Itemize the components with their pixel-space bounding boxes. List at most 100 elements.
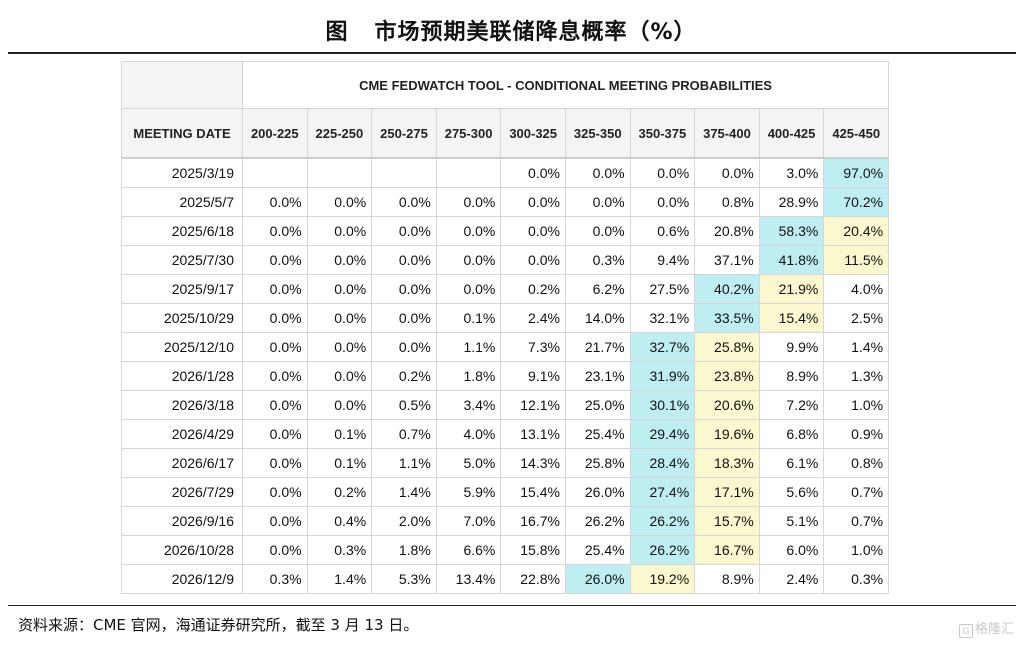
probability-cell: 0.0%: [371, 303, 437, 333]
watermark: G 格隆汇: [958, 618, 1014, 638]
probability-cell: 0.0%: [242, 390, 308, 420]
table-row: 2026/12/9 0.3% 1.4% 5.3% 13.4% 22.8% 26.0% 19.2…: [121, 564, 890, 594]
meeting-date-cell: 2026/3/18: [121, 390, 243, 420]
probability-cell: [242, 157, 308, 188]
probability-cell: 8.9%: [694, 564, 760, 594]
table-header: CME FEDWATCH TOOL - CONDITIONAL MEETING …: [241, 61, 890, 109]
table-row: 2026/4/29 0.0% 0.1% 0.7% 4.0% 13.1% 25.4% 29.4%…: [121, 419, 890, 449]
probability-cell: 32.1%: [629, 303, 696, 333]
probability-cell: 0.0%: [242, 216, 308, 246]
source-footnote: 资料来源：CME 官网，海通证券研究所，截至 3 月 13 日。: [18, 616, 419, 634]
table-row: 2025/12/10 0.0% 0.0% 0.0% 1.1% 7.3% 21.7% 32.7%…: [121, 332, 890, 362]
probability-cell: 1.0%: [823, 535, 890, 565]
probability-cell: 25.4%: [564, 535, 631, 565]
probability-cell: 7.0%: [435, 506, 502, 536]
probability-cell: 0.5%: [371, 390, 437, 420]
probability-cell: 16.7%: [694, 535, 760, 565]
probability-cell: 6.8%: [758, 419, 825, 449]
meeting-date-cell: 2025/7/30: [121, 245, 243, 275]
probability-cell: 1.0%: [823, 390, 890, 420]
meeting-date-cell: 2026/4/29: [121, 419, 243, 449]
probability-cell: 0.0%: [242, 506, 308, 536]
probability-cell: 0.8%: [694, 187, 760, 217]
probability-cell: 8.9%: [758, 361, 825, 391]
probability-cell: 0.2%: [306, 477, 373, 507]
table-row: 2025/5/7 0.0% 0.0% 0.0% 0.0% 0.0% 0.0% 0.0% 0.8%…: [121, 187, 890, 217]
probability-cell: 1.8%: [435, 361, 502, 391]
probability-cell: 1.1%: [435, 332, 502, 362]
probability-cell: 0.0%: [242, 448, 308, 478]
table-row: 2026/1/28 0.0% 0.0% 0.2% 1.8% 9.1% 23.1% 31.9% 2…: [121, 361, 890, 391]
probability-cell: 25.0%: [564, 390, 631, 420]
table-row: 2026/10/28 0.0% 0.3% 1.8% 6.6% 15.8% 25.4% 26.2…: [121, 535, 890, 565]
probability-cell: 97.0%: [823, 157, 890, 188]
probability-cell: 0.7%: [823, 506, 890, 536]
probability-cell: 30.1%: [629, 390, 696, 420]
probability-cell: 0.3%: [306, 535, 373, 565]
probability-cell: 14.0%: [564, 303, 631, 333]
probability-cell: 2.4%: [500, 303, 566, 333]
table-body: 2025/3/19 0.0% 0.0% 0.0% 0.0% 3.0% 97.0% 2025/5…: [121, 157, 890, 594]
probability-cell: 0.0%: [500, 216, 566, 246]
figure-title: 市场预期美联储降息概率（%）: [374, 20, 697, 45]
probability-cell: 11.5%: [823, 245, 890, 275]
probability-cell: 1.4%: [823, 332, 890, 362]
probability-cell: 70.2%: [823, 187, 890, 217]
probability-cell: 9.9%: [758, 332, 825, 362]
probability-cell: 14.3%: [500, 448, 566, 478]
probability-cell: 29.4%: [629, 419, 696, 449]
meeting-date-cell: 2026/7/29: [121, 477, 243, 507]
probability-cell: 58.3%: [758, 216, 825, 246]
table-row: 2026/9/16 0.0% 0.4% 2.0% 7.0% 16.7% 26.2% 26.2%…: [121, 506, 890, 536]
probability-cell: 25.4%: [564, 419, 631, 449]
probability-cell: 40.2%: [694, 274, 760, 304]
probability-cell: 32.7%: [629, 332, 696, 362]
rate-column-header: 300-325: [500, 108, 566, 159]
probability-cell: 0.0%: [435, 274, 502, 304]
probability-cell: 9.1%: [500, 361, 566, 391]
probability-cell: 27.4%: [629, 477, 696, 507]
table-row: 2025/3/19 0.0% 0.0% 0.0% 0.0% 3.0% 97.0%: [121, 157, 890, 188]
probability-cell: 0.0%: [306, 390, 373, 420]
table-row: 2026/7/29 0.0% 0.2% 1.4% 5.9% 15.4% 26.0% 27.4%…: [121, 477, 890, 507]
probability-cell: 0.0%: [306, 361, 373, 391]
probability-cell: 31.9%: [629, 361, 696, 391]
probability-cell: 9.4%: [629, 245, 696, 275]
probability-cell: 17.1%: [694, 477, 760, 507]
probability-cell: 5.9%: [435, 477, 502, 507]
probability-cell: 5.6%: [758, 477, 825, 507]
probability-cell: 0.3%: [823, 564, 890, 594]
rate-column-header: 425-450: [823, 108, 890, 159]
probability-cell: 4.0%: [823, 274, 890, 304]
meeting-date-cell: 2026/6/17: [121, 448, 243, 478]
rate-column-header: 325-350: [564, 108, 631, 159]
probability-cell: 15.4%: [500, 477, 566, 507]
table-row: 2025/9/17 0.0% 0.0% 0.0% 0.0% 0.2% 6.2% 27.5% 40…: [121, 274, 890, 304]
probability-cell: 0.0%: [242, 187, 308, 217]
meeting-date-cell: 2025/12/10: [121, 332, 243, 362]
table-row: 2026/3/18 0.0% 0.0% 0.5% 3.4% 12.1% 25.0% 30.1%…: [121, 390, 890, 420]
probability-cell: 0.0%: [306, 245, 373, 275]
probability-cell: 26.2%: [564, 506, 631, 536]
meeting-date-cell: 2025/5/7: [121, 187, 243, 217]
probability-cell: 0.6%: [629, 216, 696, 246]
probability-cell: [371, 157, 437, 188]
probability-cell: 20.8%: [694, 216, 760, 246]
rate-column-header: 350-375: [629, 108, 696, 159]
probability-cell: 0.1%: [306, 419, 373, 449]
probability-cell: 0.0%: [242, 303, 308, 333]
probability-cell: 20.6%: [694, 390, 760, 420]
probability-cell: 0.0%: [564, 157, 631, 188]
probability-cell: 6.6%: [435, 535, 502, 565]
probability-cell: 19.6%: [694, 419, 760, 449]
probability-cell: 0.0%: [371, 216, 437, 246]
probability-cell: 0.0%: [242, 274, 308, 304]
probability-cell: 2.0%: [371, 506, 437, 536]
probability-cell: 0.1%: [435, 303, 502, 333]
probability-cell: 25.8%: [694, 332, 760, 362]
probability-cell: 0.0%: [500, 187, 566, 217]
probability-cell: 0.0%: [629, 157, 696, 188]
meeting-date-header: MEETING DATE: [121, 108, 243, 159]
probability-cell: 6.2%: [564, 274, 631, 304]
probability-cell: 3.0%: [758, 157, 825, 188]
